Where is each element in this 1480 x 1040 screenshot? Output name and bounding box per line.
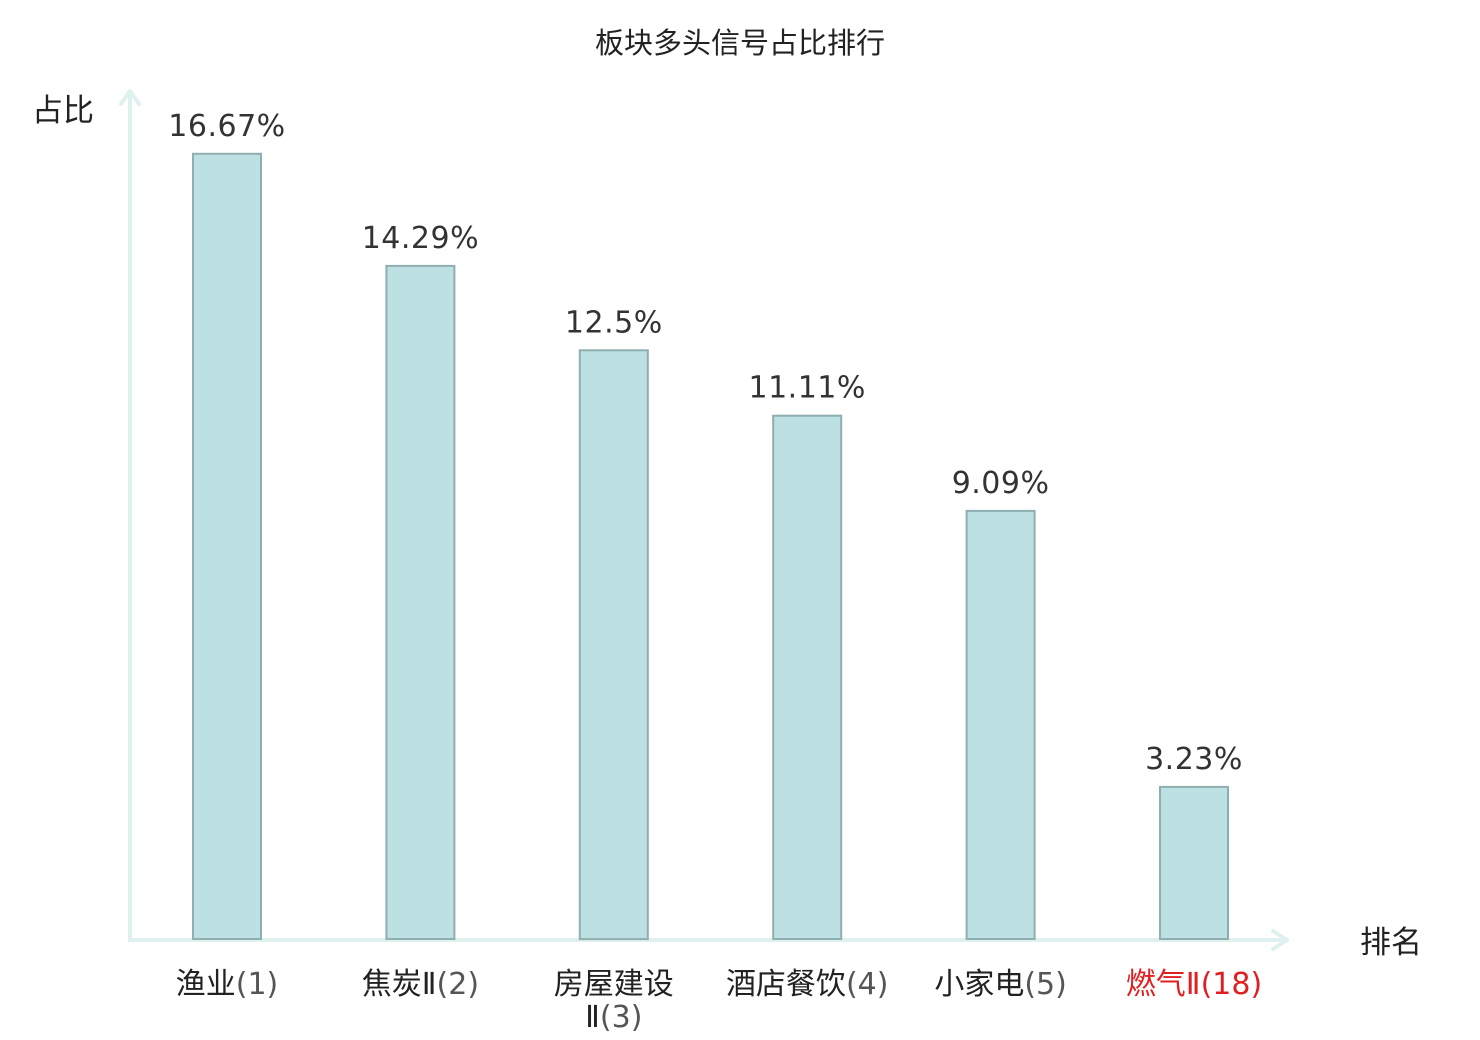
bar-series	[192, 152, 1229, 941]
axes	[119, 89, 1289, 951]
category-label: 酒店餐饮(4)	[726, 967, 889, 1002]
chart-title: 板块多头信号占比排行	[595, 26, 885, 60]
bar-value-label: 16.67%	[168, 109, 285, 144]
y-axis-label: 占比	[32, 93, 94, 129]
category-labels: 渔业(1) 焦炭Ⅱ(2) 房屋建设 Ⅱ(3) 酒店餐饮(4) 小家电(5) 燃气Ⅱ(18)	[176, 967, 1262, 1035]
bar	[965, 509, 1036, 940]
bar	[578, 349, 649, 941]
category-name: 燃气Ⅱ	[1126, 967, 1201, 1002]
x-axis-label: 排名	[1360, 925, 1422, 961]
bar-value-label: 12.5%	[565, 305, 663, 340]
category-rank: (18)	[1201, 967, 1263, 1002]
category-label: 焦炭Ⅱ(2)	[362, 967, 479, 1002]
bar	[1159, 785, 1229, 941]
category-name: 渔业	[176, 967, 236, 1002]
category-rank: (3)	[600, 1000, 643, 1035]
category-label: 小家电(5)	[934, 967, 1067, 1002]
x-axis-arrow-icon	[1271, 929, 1289, 951]
category-name: 房屋建设	[554, 967, 674, 1002]
bar-value-label: 14.29%	[362, 221, 479, 256]
category-rank: (5)	[1024, 967, 1067, 1002]
category-label: 燃气Ⅱ(18)	[1126, 967, 1262, 1002]
bar-value-label: 9.09%	[952, 466, 1050, 501]
y-axis-arrow-icon	[119, 89, 141, 106]
bar	[192, 152, 262, 941]
bar-value-label: 11.11%	[749, 371, 866, 406]
category-rank: (1)	[236, 967, 279, 1002]
category-name: 酒店餐饮	[726, 967, 846, 1002]
category-rank: (4)	[846, 967, 889, 1002]
category-name: 焦炭Ⅱ	[362, 967, 437, 1002]
category-label: 渔业(1)	[176, 967, 279, 1002]
category-rank: (2)	[437, 967, 480, 1002]
category-name: 小家电	[934, 967, 1024, 1002]
value-labels: 16.67% 14.29% 12.5% 11.11% 9.09% 3.23%	[168, 109, 1243, 777]
bar	[385, 264, 456, 940]
category-label: 房屋建设 Ⅱ(3)	[554, 967, 674, 1035]
bar-value-label: 3.23%	[1145, 742, 1243, 777]
bar	[772, 414, 843, 940]
category-name-line2: Ⅱ	[585, 1000, 600, 1035]
